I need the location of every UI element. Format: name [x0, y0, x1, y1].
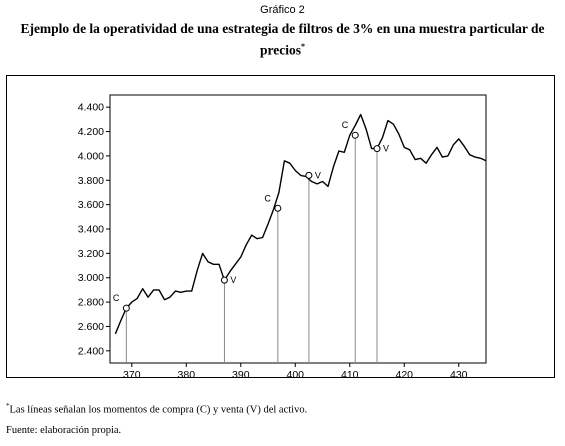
source-note: Fuente: elaboración propia. — [6, 425, 122, 436]
y-tick-label: 2.400 — [78, 345, 104, 357]
footnote-mark: * — [6, 402, 10, 410]
plot-area — [109, 94, 487, 364]
y-tick-label: 3.600 — [78, 199, 104, 211]
y-tick-label: 2.800 — [78, 297, 104, 309]
y-tick-label: 3.000 — [78, 272, 104, 284]
y-tick-label: 4.000 — [78, 150, 104, 162]
y-tick-label: 4.400 — [78, 102, 104, 114]
y-tick-label: 3.800 — [78, 175, 104, 187]
x-tick-label: 380 — [178, 369, 196, 381]
signal-label: C — [113, 293, 120, 303]
y-tick-label: 2.600 — [78, 321, 104, 333]
y-tick-label: 3.200 — [78, 248, 104, 260]
signal-label: C — [342, 120, 349, 130]
y-tick-label: 4.200 — [78, 126, 104, 138]
signal-marker — [122, 304, 130, 312]
x-tick-label: 390 — [232, 369, 250, 381]
footnote-text: Las líneas señalan los momentos de compr… — [9, 404, 308, 416]
title-line-2: precios* — [260, 42, 305, 58]
signal-label: V — [383, 144, 389, 154]
title-line-1: Ejemplo de la operatividad de una estrat… — [20, 21, 545, 36]
signal-marker — [305, 171, 313, 179]
title-footnote-mark: * — [301, 42, 305, 51]
x-tick-label: 430 — [450, 369, 468, 381]
price-series-line — [114, 113, 487, 335]
footnote: *Las líneas señalan los momentos de comp… — [6, 402, 307, 416]
signal-label: V — [230, 275, 236, 285]
signal-marker — [274, 204, 282, 212]
figure-caption: Gráfico 2 — [260, 4, 305, 16]
chart-title: Ejemplo de la operatividad de una estrat… — [6, 20, 559, 60]
signal-label: C — [264, 193, 271, 203]
x-tick-label: 420 — [395, 369, 413, 381]
signal-label: V — [315, 170, 321, 180]
signal-marker — [351, 131, 359, 139]
x-tick-label: 370 — [123, 369, 141, 381]
x-tick-label: 400 — [287, 369, 305, 381]
x-tick-label: 410 — [341, 369, 359, 381]
signal-marker — [373, 145, 381, 153]
signal-marker — [220, 276, 228, 284]
chart-frame — [6, 75, 555, 378]
y-tick-label: 3.400 — [78, 224, 104, 236]
